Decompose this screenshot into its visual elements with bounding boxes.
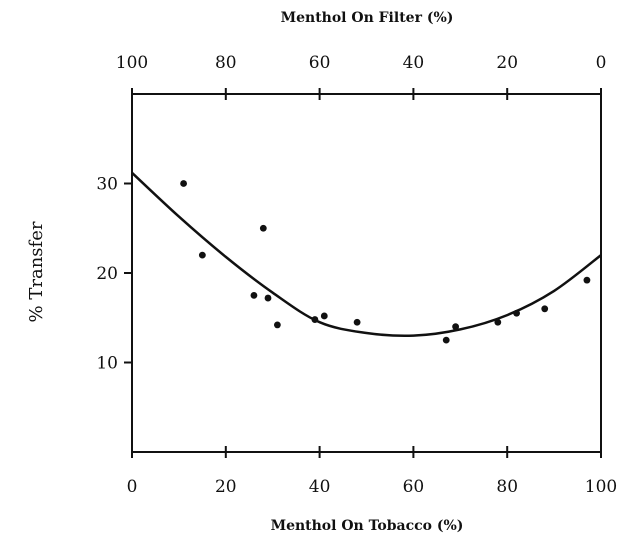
x-tick-label: 40: [309, 477, 331, 497]
y-tick-label: 20: [96, 264, 118, 284]
x2-tick-label: 100: [116, 53, 148, 73]
fit-curve: [131, 171, 602, 338]
data-point: [273, 321, 281, 329]
data-point: [250, 291, 258, 299]
data-point: [442, 336, 450, 344]
data-point: [494, 318, 502, 326]
data-point: [198, 251, 206, 259]
data-point: [264, 294, 272, 302]
data-point: [513, 309, 520, 317]
data-point: [353, 318, 361, 326]
data-point: [452, 323, 460, 331]
x-tick-label: 100: [585, 477, 617, 497]
x-axis-title: Menthol On Tobacco (%): [271, 518, 464, 534]
y-tick-label: 10: [96, 354, 118, 374]
data-point: [311, 316, 319, 323]
data-point: [259, 224, 267, 232]
x2-tick-label: 80: [215, 53, 237, 73]
x-tick-label: 20: [215, 477, 237, 497]
y-tick-label: 30: [96, 175, 118, 195]
x-tick-label: 60: [403, 477, 425, 497]
data-point: [541, 305, 549, 313]
x-tick-label: 80: [496, 477, 518, 497]
x2-tick-label: 0: [596, 53, 607, 73]
data-point: [320, 312, 328, 320]
x2-tick-label: 20: [496, 53, 518, 73]
x2-axis-title: Menthol On Filter (%): [281, 10, 454, 26]
data-point: [180, 180, 187, 187]
y-axis-title: % Transfer: [26, 221, 47, 322]
data-point: [583, 276, 591, 284]
x-tick-label: 0: [127, 477, 138, 497]
x2-tick-label: 40: [403, 53, 425, 73]
x2-tick-label: 60: [309, 53, 331, 73]
